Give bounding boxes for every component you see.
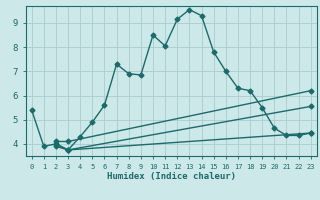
X-axis label: Humidex (Indice chaleur): Humidex (Indice chaleur) xyxy=(107,172,236,181)
